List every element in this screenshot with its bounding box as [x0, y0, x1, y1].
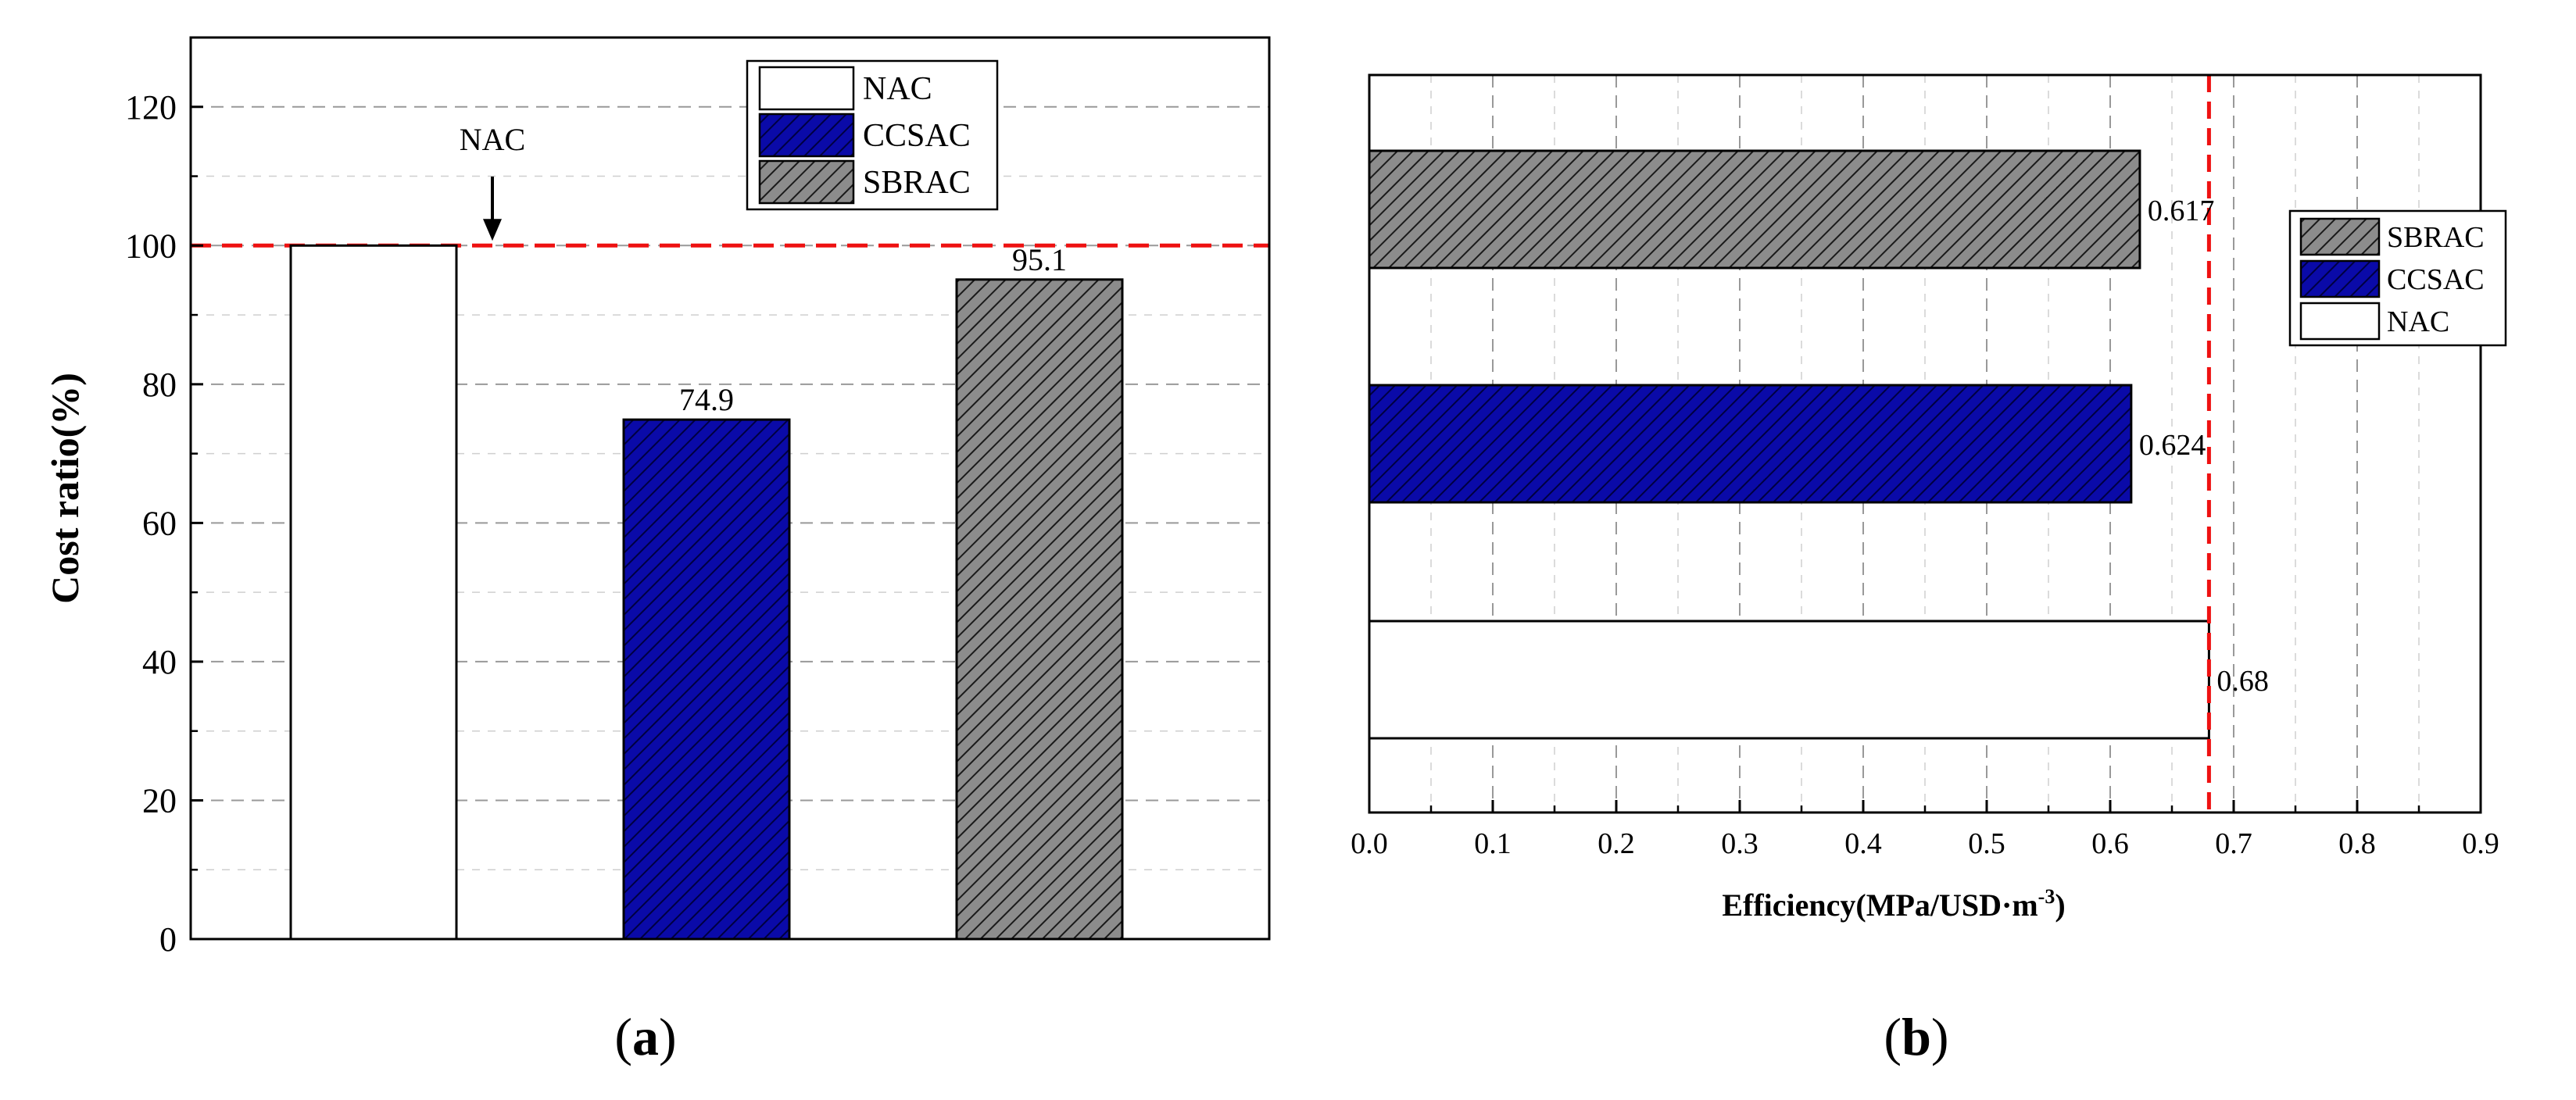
a-legend-label: SBRAC [863, 165, 971, 201]
b-x-tick-label: 0.9 [2462, 827, 2499, 860]
a-y-tick-label: 120 [125, 88, 177, 127]
b-legend-swatch [2299, 259, 2381, 298]
b-data-label: 0.617 [2148, 195, 2215, 227]
b-bar-ccsac [1368, 384, 2133, 504]
a-bar-nac [289, 244, 458, 941]
b-x-axis-label: Efficiency(MPa/USD·m-3) [1722, 885, 2065, 923]
b-data-label: 0.624 [2139, 429, 2206, 462]
a-bars [289, 244, 1124, 941]
chart-b: 0.0 0.1 0.2 0.3 0.4 0.5 0.6 0.7 0.8 0.9 0.68 0.624… [1351, 73, 2507, 1066]
a-data-label: 74.9 [679, 382, 734, 417]
a-data-label: 95.1 [1012, 242, 1067, 277]
b-x-tick-label: 0.8 [2338, 827, 2376, 860]
a-y-tick-label: 60 [142, 504, 177, 542]
a-y-tick-label: 40 [142, 643, 177, 681]
a-y-tick-label: 0 [159, 920, 177, 959]
b-legend-label: NAC [2387, 305, 2449, 338]
b-x-tick-label: 0.6 [2091, 827, 2129, 860]
b-legend-swatch [2299, 302, 2381, 341]
a-plot-frame [189, 36, 1271, 941]
b-x-tick-label: 0.2 [1597, 827, 1635, 860]
b-x-tick-label: 0.5 [1968, 827, 2005, 860]
a-legend-label: CCSAC [863, 118, 971, 154]
b-legend-swatch [2299, 217, 2381, 256]
a-legend-label: NAC [863, 71, 932, 107]
b-legend: SBRAC CCSAC NAC [2288, 209, 2507, 347]
b-x-tick-label: 0.0 [1351, 827, 1388, 860]
a-legend: NAC CCSAC SBRAC [746, 59, 999, 211]
chart-a: 0 20 40 60 80 100 120 74.9 95.1 NAC Cost ratio(… [43, 36, 1271, 1066]
b-bars [1368, 149, 2210, 740]
a-legend-swatch [758, 112, 855, 158]
a-annotation-arrowhead [483, 219, 502, 241]
b-legend-label: CCSAC [2387, 263, 2485, 296]
a-y-tick-label: 20 [142, 781, 177, 820]
a-annotation-label: NAC [460, 122, 525, 157]
b-x-tick-label: 0.4 [1844, 827, 1882, 860]
a-bar-sbrac [955, 278, 1124, 941]
b-legend-label: SBRAC [2387, 221, 2485, 254]
b-x-tick-label: 0.1 [1474, 827, 1512, 860]
b-data-label: 0.68 [2216, 665, 2269, 698]
panel-label-a: (a) [614, 1007, 676, 1066]
b-data-labels: 0.68 0.624 0.617 [2139, 195, 2269, 698]
a-data-labels: 74.9 95.1 [679, 242, 1067, 417]
b-bar-nac [1368, 620, 2210, 740]
a-y-tick-label: 100 [125, 227, 177, 265]
b-x-tick-label: 0.7 [2215, 827, 2252, 860]
a-legend-swatch [758, 66, 855, 111]
panel-label-b: (b) [1884, 1007, 1948, 1066]
b-ticks: 0.0 0.1 0.2 0.3 0.4 0.5 0.6 0.7 0.8 0.9 [1351, 800, 2499, 860]
b-bar-sbrac [1368, 149, 2141, 270]
a-y-tick-label: 80 [142, 366, 177, 404]
a-legend-swatch [758, 159, 855, 205]
b-x-tick-label: 0.3 [1721, 827, 1758, 860]
a-bar-ccsac [622, 418, 791, 941]
a-y-axis-label: Cost ratio(%) [43, 373, 87, 604]
a-ticks: 0 20 40 60 80 100 120 [125, 88, 203, 959]
